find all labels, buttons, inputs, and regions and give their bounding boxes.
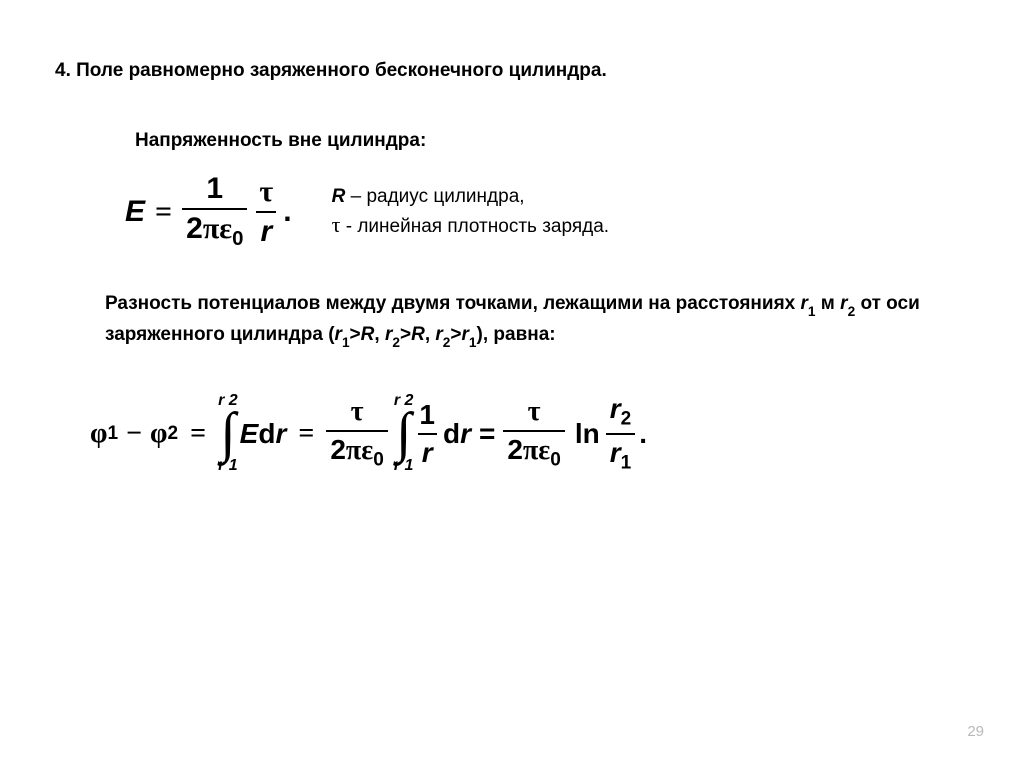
int-d2: d (443, 418, 460, 449)
tau-numerator: τ (255, 175, 277, 211)
one-num: 1 (415, 399, 439, 433)
den-2pieps0-a: 2πε0 (326, 430, 387, 472)
r-denominator: r (256, 211, 276, 249)
equals-1: = (190, 418, 206, 450)
para-r2: r (840, 293, 847, 314)
frac-1-over-r: 1 r (415, 399, 439, 469)
var-R: R (332, 186, 346, 207)
cond3-r1: r (462, 324, 469, 345)
tau-num-b: τ (524, 396, 545, 430)
gt3: > (450, 324, 461, 345)
r1-sub: 1 (621, 452, 632, 473)
eps-sub-a: 0 (373, 449, 384, 470)
int-d1: d (258, 418, 275, 449)
paren-close: ), (477, 324, 489, 345)
cond2-R: R (411, 324, 425, 345)
integral-sign-2: ∫ (396, 411, 411, 456)
den-2pieps0-b: 2πε0 (503, 430, 564, 472)
phi2: φ (150, 418, 167, 450)
variable-definitions: R – радиус цилиндра, τ - линейная плотно… (332, 182, 609, 242)
cond1-r1-sub: 1 (342, 335, 350, 350)
cond1-r1: r (335, 324, 342, 345)
cond1-R: R (361, 324, 375, 345)
cond3-r2: r (435, 324, 442, 345)
para-r2-sub: 2 (848, 304, 856, 319)
comma1: , (374, 324, 385, 345)
para-text-1: Разность потенциалов между двумя точками… (105, 293, 801, 314)
denominator-2pieps0: 2πε0 (182, 208, 247, 251)
cond3-r2-sub: 2 (443, 335, 451, 350)
minus-sign: − (126, 418, 142, 450)
int-r2: r (460, 418, 471, 449)
var-E: E (125, 195, 145, 229)
cond3-r1-sub: 1 (469, 335, 477, 350)
gt1: > (350, 324, 361, 345)
phi1-sub: 1 (107, 423, 118, 445)
pi-b: π (523, 435, 538, 466)
pi-symbol: π (203, 212, 219, 245)
page-title: 4. Поле равномерно заряженного бесконечн… (55, 60, 969, 82)
phi2-sub: 2 (168, 423, 179, 445)
frac-tau-over-r: τ r (255, 175, 277, 249)
def-R: R – радиус цилиндра, (332, 186, 609, 208)
equals-sign: = (155, 195, 172, 229)
slide-page: 4. Поле равномерно заряженного бесконечн… (0, 0, 1024, 768)
r1-var: r (610, 437, 621, 468)
integral-1: r 2 ∫ r 1 (218, 393, 238, 474)
def-tau-text: - линейная плотность заряда. (340, 216, 609, 237)
integral-sign-1: ∫ (220, 411, 235, 456)
r2-num: r2 (606, 393, 636, 433)
r2-var: r (610, 393, 621, 424)
para-text-2: м (816, 293, 841, 314)
r2-sub: 2 (621, 409, 632, 430)
para-r1: r (801, 293, 808, 314)
two-b: 2 (507, 434, 523, 465)
potential-difference-paragraph: Разность потенциалов между двумя точками… (105, 289, 939, 351)
int-r1: r (275, 418, 286, 449)
tau-num-a: τ (347, 396, 368, 430)
eps-sub-b: 0 (550, 449, 561, 470)
epsilon-sub-0: 0 (232, 228, 243, 250)
frac-1-over-2pieps0: 1 2πε0 (182, 172, 247, 251)
gt2: > (400, 324, 411, 345)
two: 2 (186, 212, 203, 245)
para-text-4: равна: (488, 324, 556, 345)
def-R-text: – радиус цилиндра, (345, 186, 524, 207)
period: . (283, 195, 291, 229)
frac-tau-2pieps0-a: τ 2πε0 (326, 396, 387, 472)
frac-tau-2pieps0-b: τ 2πε0 (503, 396, 564, 472)
page-number: 29 (967, 723, 984, 740)
cond2-r2-sub: 2 (392, 335, 400, 350)
int1-lower: r 1 (218, 458, 238, 474)
formula-E: E = 1 2πε0 τ r . (125, 172, 292, 251)
dr-2: dr (443, 418, 471, 450)
eps-b: ε (538, 435, 550, 466)
int2-lower: r 1 (394, 458, 414, 474)
final-period: . (639, 418, 647, 450)
para-r1-sub: 1 (808, 304, 816, 319)
epsilon-symbol: ε (219, 212, 232, 245)
int-E: E (240, 418, 259, 449)
formula-row-E: E = 1 2πε0 τ r . R – радиус цилиндра, τ … (125, 172, 969, 251)
r-den: r (418, 433, 437, 469)
formula-phi: φ1 − φ2 = r 2 ∫ r 1 Edr = τ 2πε0 r 2 ∫ r… (90, 393, 969, 474)
ln: ln (575, 418, 600, 450)
numerator-1: 1 (202, 172, 227, 208)
phi1: φ (90, 418, 107, 450)
r1-den: r1 (606, 433, 636, 475)
pi-a: π (346, 435, 361, 466)
frac-r2-over-r1: r2 r1 (606, 393, 636, 474)
two-a: 2 (330, 434, 346, 465)
equals-3: = (479, 418, 495, 450)
equals-2: = (298, 418, 314, 450)
comma2: , (425, 324, 436, 345)
integral-2: r 2 ∫ r 1 (394, 393, 414, 474)
subheading-field-outside: Напряженность вне цилиндра: (135, 130, 969, 152)
def-tau: τ - линейная плотность заряда. (332, 212, 609, 238)
integrand-Edr: Edr (240, 418, 287, 450)
eps-a: ε (361, 435, 373, 466)
